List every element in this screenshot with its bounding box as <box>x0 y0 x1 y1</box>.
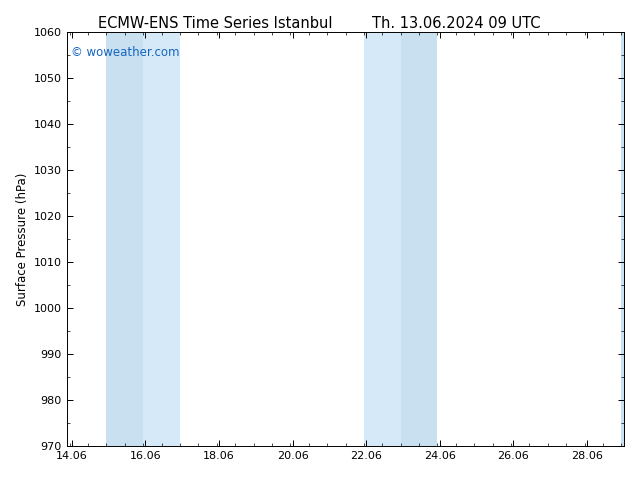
Text: ECMW-ENS Time Series Istanbul: ECMW-ENS Time Series Istanbul <box>98 16 333 31</box>
Bar <box>401 32 437 446</box>
Y-axis label: Surface Pressure (hPa): Surface Pressure (hPa) <box>16 172 29 306</box>
Bar <box>364 32 401 446</box>
Bar <box>621 32 624 446</box>
Bar <box>107 32 143 446</box>
Bar <box>143 32 180 446</box>
Text: Th. 13.06.2024 09 UTC: Th. 13.06.2024 09 UTC <box>372 16 541 31</box>
Text: © woweather.com: © woweather.com <box>72 46 180 59</box>
